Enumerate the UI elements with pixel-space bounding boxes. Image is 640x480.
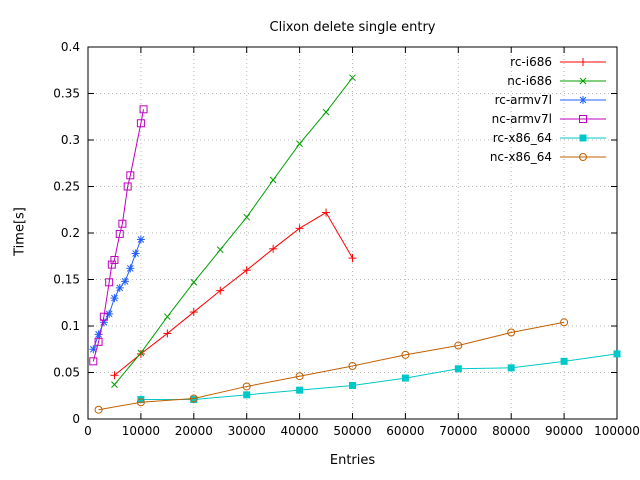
- svg-text:rc-armv7l: rc-armv7l: [495, 93, 552, 107]
- legend-entry-rc-x86_64: rc-x86_64: [493, 131, 606, 145]
- svg-text:nc-i686: nc-i686: [507, 74, 552, 88]
- svg-text:0.05: 0.05: [53, 366, 80, 380]
- svg-text:90000: 90000: [545, 424, 583, 438]
- svg-text:100000: 100000: [594, 424, 640, 438]
- x-axis-label: Entries: [329, 453, 376, 468]
- series-nc-x86_64: [94, 318, 569, 414]
- svg-text:0.15: 0.15: [53, 273, 80, 287]
- series-nc-armv7l: [89, 105, 148, 366]
- svg-text:40000: 40000: [281, 424, 319, 438]
- legend: rc-i686 nc-i686 rc-armv7l nc-armv7l rc-x86_6…: [490, 55, 606, 164]
- chart-title: Clixon delete single entry: [269, 20, 436, 35]
- legend-entry-nc-armv7l: nc-armv7l: [492, 112, 606, 126]
- svg-text:10000: 10000: [122, 424, 160, 438]
- svg-text:rc-i686: rc-i686: [510, 55, 552, 69]
- legend-entry-rc-i686: rc-i686: [510, 55, 606, 69]
- svg-text:60000: 60000: [386, 424, 424, 438]
- series-rc-armv7l: [89, 235, 145, 354]
- series-rc-i686: [110, 208, 357, 380]
- svg-text:20000: 20000: [175, 424, 213, 438]
- svg-text:0: 0: [72, 412, 80, 426]
- svg-text:80000: 80000: [492, 424, 530, 438]
- svg-text:70000: 70000: [439, 424, 477, 438]
- tick-marks: [87, 46, 618, 420]
- svg-text:0.3: 0.3: [61, 133, 80, 147]
- svg-text:0.4: 0.4: [61, 40, 80, 54]
- tick-labels: 0 10000 20000 30000 40000 50000 60000 70000 8000…: [53, 40, 640, 438]
- legend-entry-rc-armv7l: rc-armv7l: [495, 93, 606, 107]
- series-rc-x86_64: [137, 350, 621, 403]
- svg-text:nc-armv7l: nc-armv7l: [492, 112, 552, 126]
- legend-entry-nc-i686: nc-i686: [507, 74, 606, 88]
- svg-text:30000: 30000: [228, 424, 266, 438]
- svg-text:nc-x86_64: nc-x86_64: [490, 150, 552, 164]
- svg-text:rc-x86_64: rc-x86_64: [493, 131, 552, 145]
- legend-entry-nc-x86_64: nc-x86_64: [490, 150, 606, 164]
- series-nc-i686: [111, 74, 356, 388]
- svg-text:50000: 50000: [333, 424, 371, 438]
- svg-text:0.1: 0.1: [61, 319, 80, 333]
- svg-text:0: 0: [84, 424, 92, 438]
- svg-text:0.35: 0.35: [53, 87, 80, 101]
- svg-text:0.2: 0.2: [61, 226, 80, 240]
- svg-text:0.25: 0.25: [53, 180, 80, 194]
